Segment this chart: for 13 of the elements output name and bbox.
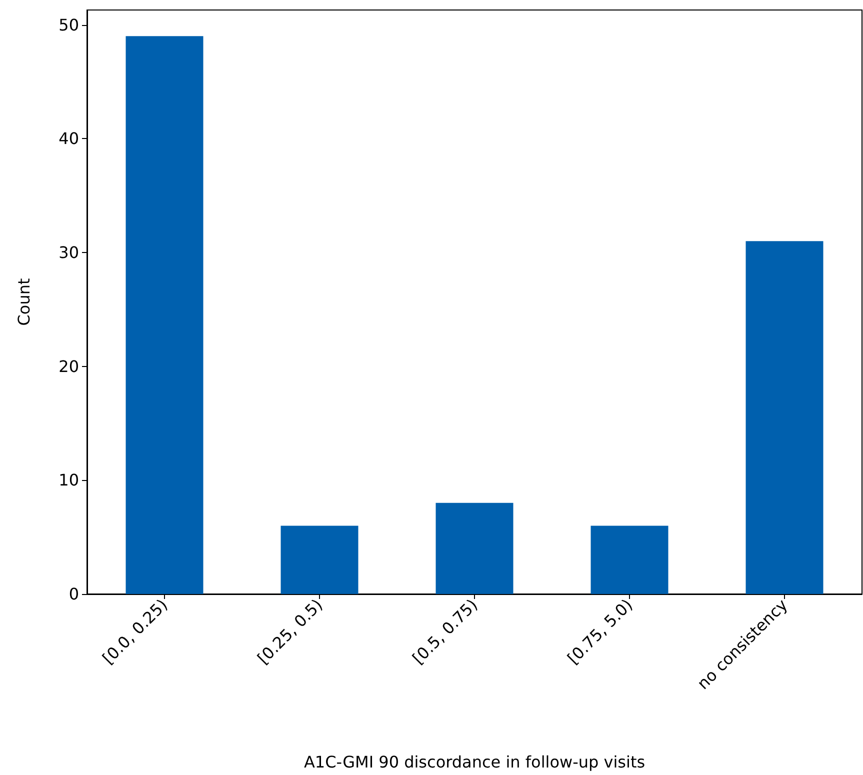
bar (126, 36, 204, 594)
x-axis-title: A1C-GMI 90 discordance in follow-up visits (304, 752, 646, 772)
y-tick-label: 10 (58, 470, 79, 490)
bar (280, 526, 358, 594)
y-tick-label: 30 (58, 242, 79, 262)
y-tick-label: 50 (58, 15, 79, 34)
y-tick-label: 20 (58, 356, 79, 376)
bar (590, 526, 668, 594)
bar (746, 241, 824, 594)
y-tick-label: 40 (58, 129, 79, 148)
bar (436, 502, 514, 594)
y-axis-title: Count (14, 278, 34, 326)
y-tick-label: 0 (68, 584, 79, 604)
